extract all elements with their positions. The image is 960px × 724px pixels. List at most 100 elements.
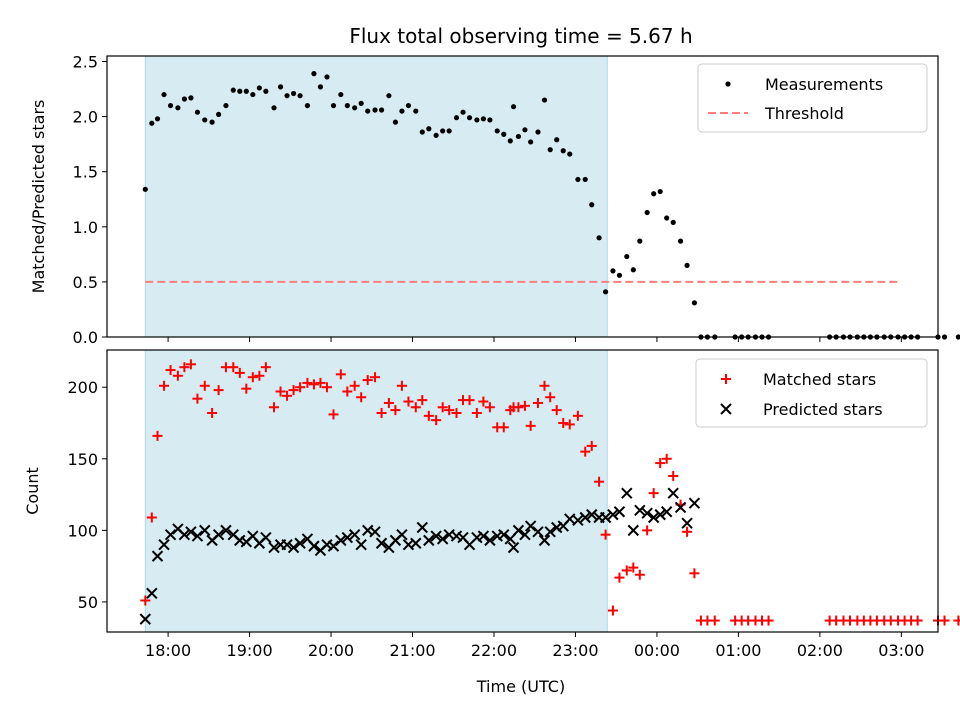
measurement-point [386, 93, 392, 99]
measurement-point [378, 107, 385, 113]
measurement-point [243, 88, 249, 94]
bottom-observing-window [144, 349, 608, 633]
predicted-star-point-b [287, 541, 300, 554]
top-y-tick-label: 2.0 [73, 108, 98, 127]
matched-star-point [580, 446, 591, 457]
measurement-point [419, 129, 425, 135]
predicted-star-point [294, 537, 306, 549]
matched-star-point [228, 362, 239, 373]
predicted-star-point [308, 540, 320, 552]
predicted-star-point [287, 541, 300, 554]
measurement-point [554, 137, 560, 143]
predicted-star-point-b [538, 534, 551, 547]
predicted-star-point [327, 540, 340, 552]
matched-star-point [254, 370, 265, 381]
matched-star-point [179, 362, 190, 373]
legend-measurements-label: Measurements [765, 75, 883, 94]
predicted-star-point [634, 504, 646, 517]
predicted-star-point-b [484, 534, 496, 547]
measurement-point [494, 128, 500, 134]
legend-matched-label: Matched stars [763, 370, 876, 389]
measurement-point [522, 127, 528, 133]
matched-star-point [213, 385, 224, 396]
predicted-star-point [268, 541, 280, 554]
top-y-axis-label: Matched/Predicted stars [29, 100, 48, 294]
matched-star-point [172, 370, 183, 381]
predicted-star-point-b [301, 533, 314, 545]
measurement-point [188, 95, 194, 101]
predicted-star-point-b [498, 528, 510, 541]
matched-star-point [302, 377, 313, 388]
matched-star-point [545, 392, 556, 403]
x-tick-label: 18:00 [145, 641, 191, 660]
x-tick-label: 19:00 [227, 641, 273, 660]
predicted-star-point [544, 526, 556, 538]
measurement-point [237, 88, 243, 94]
measurement-point [501, 131, 507, 137]
predicted-star-point [586, 508, 598, 521]
matched-star-point [513, 402, 524, 413]
matched-star-point [519, 400, 530, 411]
matched-star-point [321, 382, 332, 393]
measurement-point [365, 108, 371, 114]
top-y-tick-label: 1.5 [73, 163, 98, 182]
matched-star-point [234, 367, 245, 378]
measurement-point [507, 138, 513, 144]
matched-star-point [152, 430, 163, 441]
measurement-point [510, 104, 517, 110]
measurement-point [405, 102, 412, 109]
predicted-star-point-b [674, 501, 687, 514]
predicted-star-point-b [220, 524, 232, 537]
predicted-star-point [681, 517, 693, 529]
measurement-point [175, 105, 181, 111]
matched-star-point [564, 419, 575, 430]
measurement-point [352, 105, 358, 111]
measurement-point [677, 238, 684, 244]
predicted-star-point [355, 538, 367, 551]
x-tick-label: 03:00 [878, 641, 924, 660]
predicted-star-point-b [654, 508, 666, 521]
predicted-star-point-b [586, 508, 598, 521]
predicted-star-point [151, 550, 164, 562]
measurement-point [466, 115, 473, 121]
predicted-star-point [335, 534, 347, 547]
measurement-point [567, 151, 573, 157]
measurement-point [616, 272, 623, 278]
predicted-star-point-b [247, 530, 259, 542]
x-tick-label: 21:00 [389, 641, 435, 660]
x-tick-label: 02:00 [797, 641, 843, 660]
predicted-star-point-b [436, 533, 449, 545]
legend-matched-marker [721, 374, 731, 384]
matched-star-point [532, 397, 543, 408]
predicted-star-point-b [667, 487, 679, 499]
matched-star-point [199, 380, 210, 391]
top-y-tick-label: 2.5 [73, 53, 98, 72]
predicted-star-point [341, 531, 354, 544]
measurement-point [324, 74, 330, 80]
measurement-point [515, 133, 522, 140]
matched-star-point [241, 383, 252, 394]
measurement-point [230, 87, 236, 93]
predicted-star-point [532, 526, 544, 538]
predicted-star-point-b [416, 521, 428, 534]
measurement-point [624, 253, 630, 260]
matched-star-point [165, 365, 176, 376]
measurement-point [263, 88, 269, 94]
matched-star-point [349, 380, 360, 391]
measurement-point [392, 119, 399, 125]
measurement-point [216, 111, 222, 118]
predicted-star-point [178, 528, 191, 541]
measurement-point [603, 289, 609, 295]
predicted-star-point [436, 533, 449, 545]
matched-star-point [478, 396, 489, 407]
legend-predicted-marker-b [720, 403, 732, 415]
measurement-point [630, 267, 636, 273]
top-y-tick-label: 1.0 [73, 218, 98, 237]
predicted-star-point-b [396, 528, 408, 541]
measurement-point [575, 176, 581, 183]
predicted-star-point-b [512, 524, 525, 537]
measurement-point [460, 109, 466, 115]
measurement-point [610, 268, 616, 274]
matched-star-point [431, 415, 442, 426]
